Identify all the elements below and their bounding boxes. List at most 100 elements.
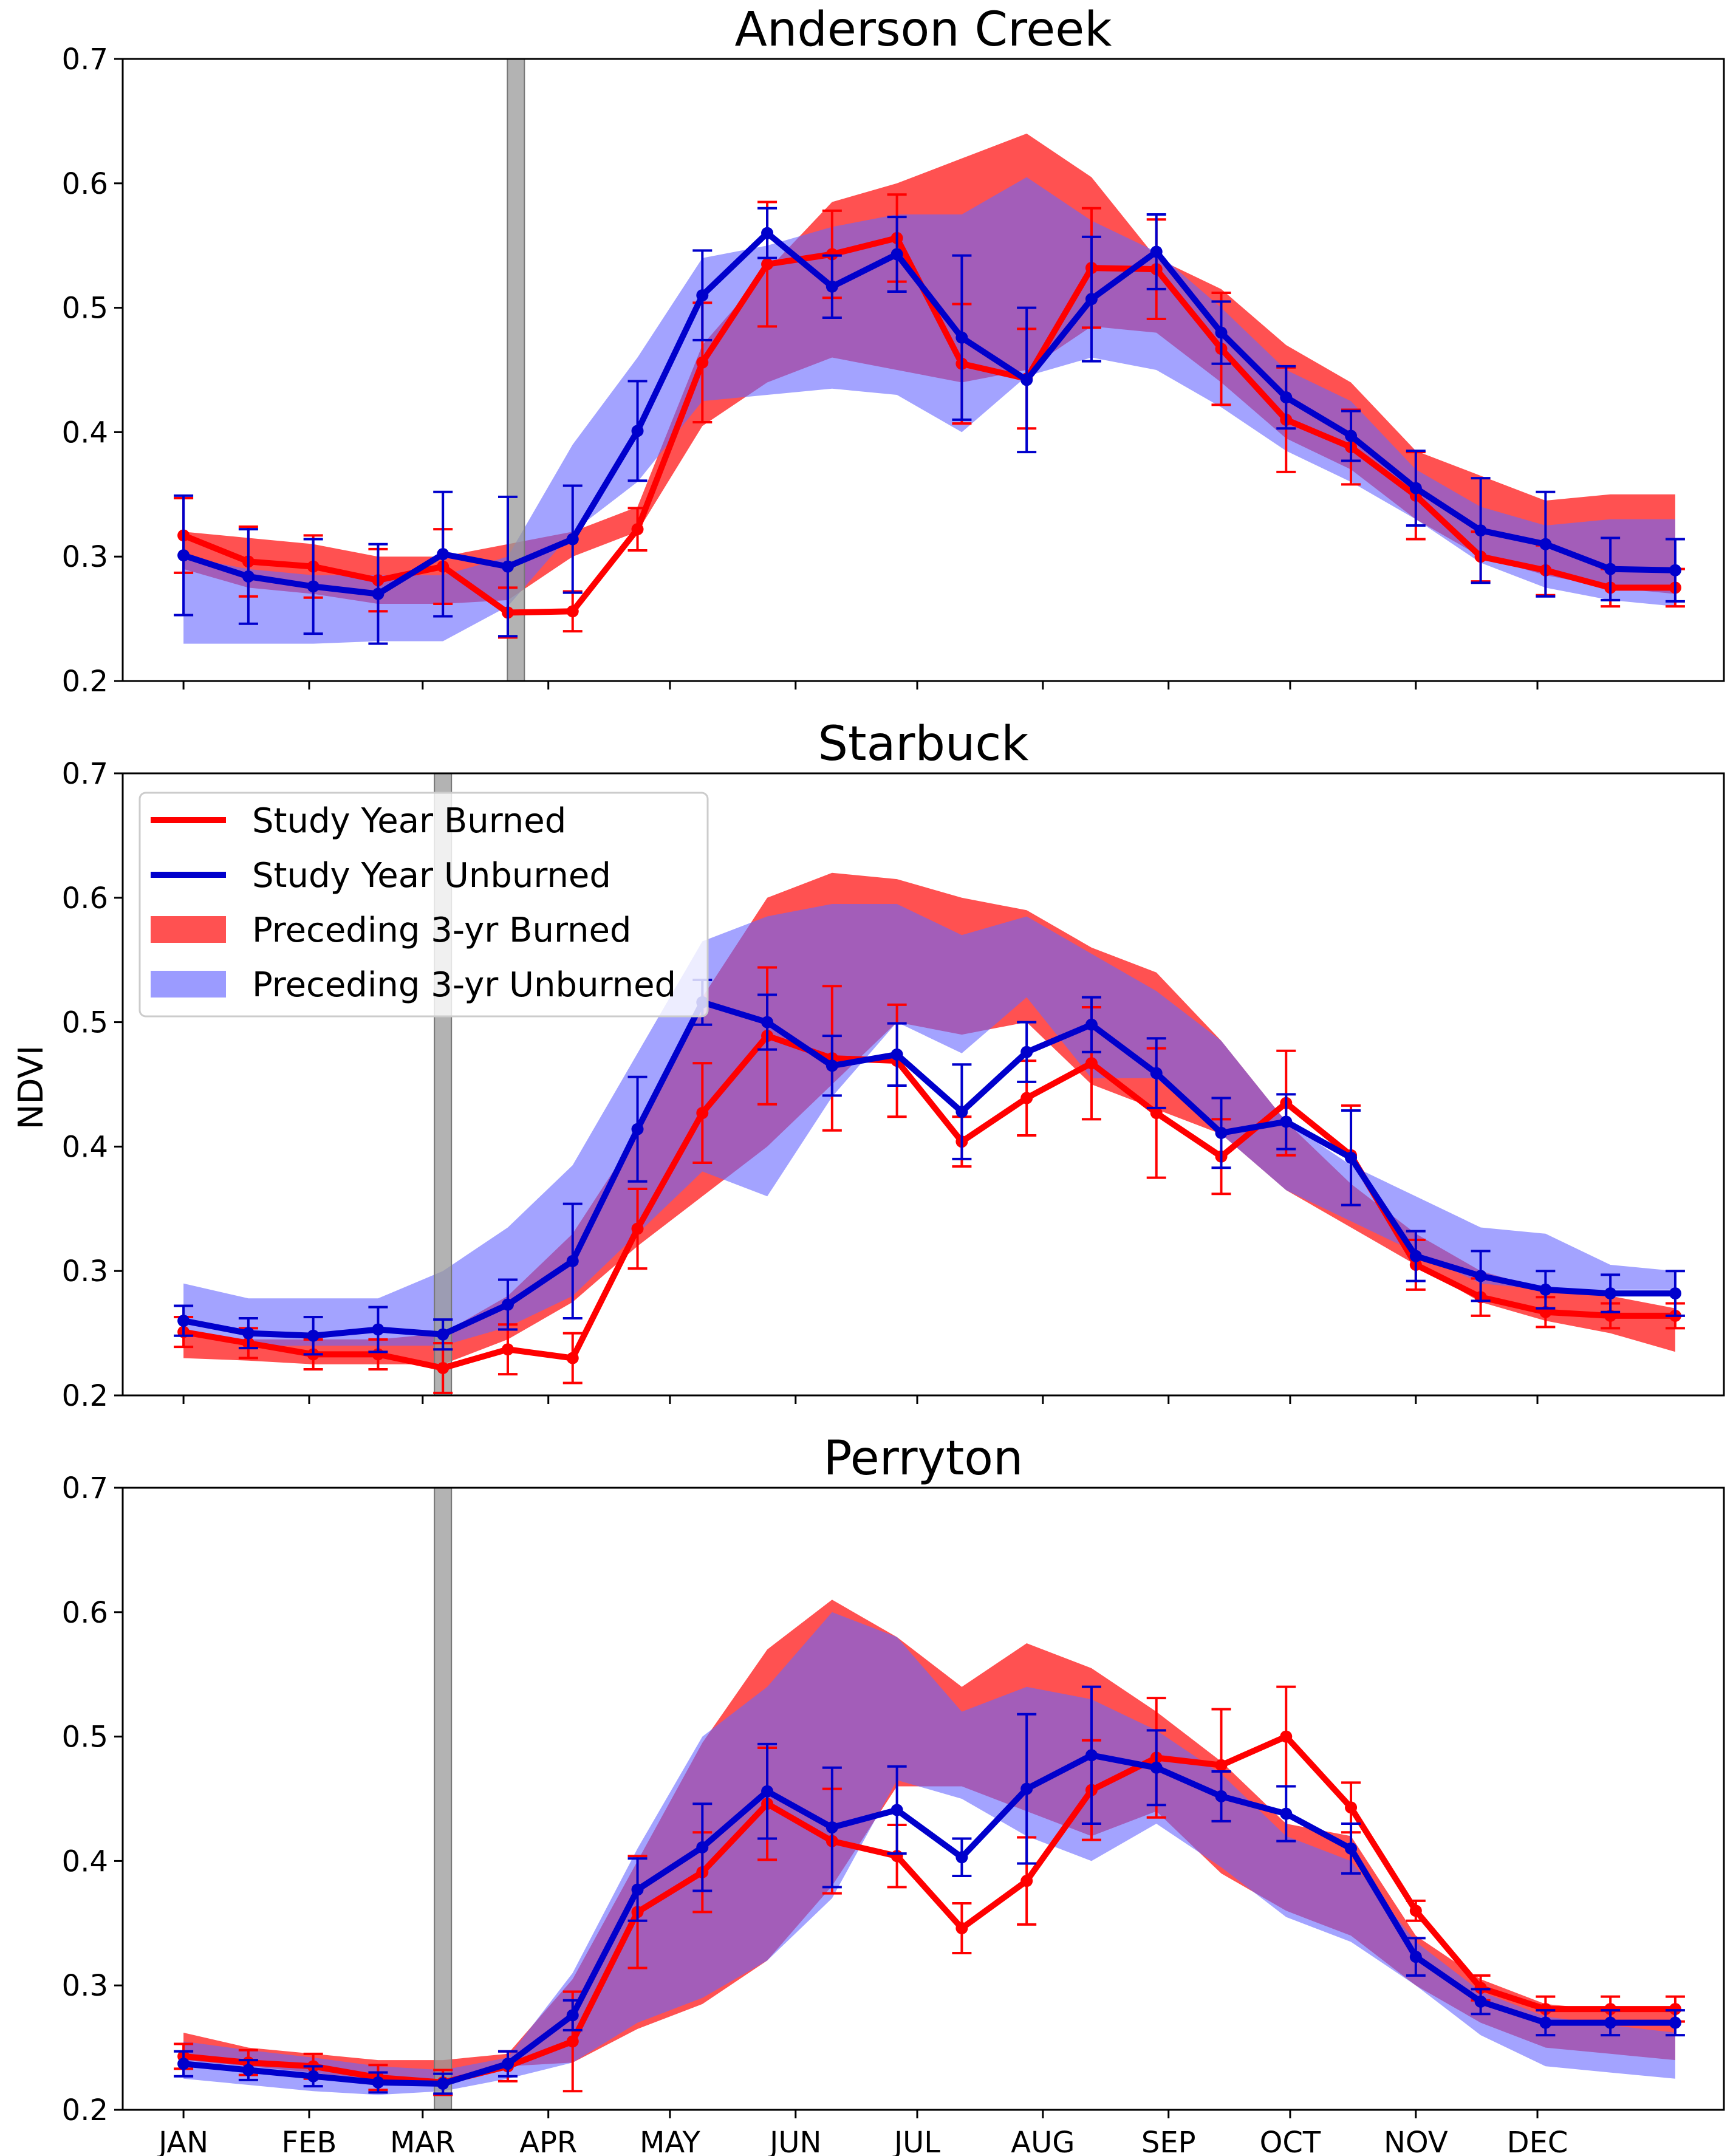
data-point [1409, 1951, 1422, 1963]
x-tick-label: JUL [892, 2126, 940, 2156]
data-point [1474, 1995, 1487, 2008]
panel-0: 0.2 0.3 0.4 0.5 0.6 0.7 Anderson Creek [62, 2, 1725, 699]
data-point [1215, 326, 1228, 339]
data-point [566, 1254, 579, 1267]
y-tick-label: 0.7 [62, 1471, 108, 1505]
data-point [1409, 1904, 1422, 1917]
data-point [1150, 1761, 1163, 1774]
data-point [566, 605, 579, 618]
data-point [955, 331, 968, 344]
data-point [307, 2070, 320, 2082]
x-tick-label: FEB [282, 2126, 337, 2156]
fire-date-bar [507, 59, 525, 681]
y-tick-label: 0.4 [62, 1130, 108, 1164]
data-point [566, 2009, 579, 2022]
data-point [437, 1328, 449, 1341]
data-point [307, 580, 320, 593]
legend-label: Preceding 3-yr Burned [252, 911, 631, 950]
data-point [1539, 2003, 1552, 2016]
data-point [1345, 1842, 1358, 1855]
panel-1: 0.2 0.3 0.4 0.5 0.6 0.7 Starbuck [62, 717, 1725, 1413]
data-point [761, 1016, 774, 1028]
data-point [437, 1361, 449, 1374]
series-line [182, 234, 1675, 616]
data-point [631, 1123, 644, 1135]
series-line [183, 999, 1675, 1339]
data-point [1409, 1250, 1422, 1262]
y-tick-label: 0.5 [62, 1006, 108, 1040]
unburned-band [183, 177, 1675, 644]
data-point [825, 248, 838, 261]
data-point [177, 1315, 190, 1327]
plot-area [174, 773, 1685, 1395]
data-point [1150, 1067, 1163, 1080]
x-tick-label: APR [519, 2126, 577, 2156]
data-point [761, 227, 774, 239]
data-point [1604, 1287, 1617, 1300]
data-point [1474, 1270, 1487, 1282]
data-point [1474, 1982, 1487, 1994]
data-point [1539, 538, 1552, 550]
legend-item: Study Year Unburned [151, 856, 611, 895]
unburned-series [174, 1685, 1685, 2095]
y-tick-label: 0.7 [62, 43, 108, 77]
data-point [1150, 1107, 1163, 1120]
y-tick-label: 0.4 [62, 416, 108, 450]
y-tick-label: 0.6 [62, 881, 108, 915]
x-tick-label: MAY [640, 2126, 701, 2156]
series-line [182, 230, 1675, 597]
legend-item: Preceding 3-yr Burned [151, 911, 631, 950]
y-tick-label: 0.2 [62, 2093, 108, 2127]
y-tick-label: 0.3 [62, 1254, 108, 1288]
legend-band-swatch [151, 971, 226, 998]
data-point [1539, 1283, 1552, 1296]
data-point [307, 1329, 320, 1342]
data-point [501, 1298, 514, 1311]
data-point [1539, 2016, 1552, 2029]
data-point [1669, 1287, 1681, 1300]
data-point [631, 1883, 644, 1896]
data-point [1020, 1875, 1033, 1887]
data-point [1604, 563, 1617, 575]
x-tick-label: DEC [1507, 2126, 1568, 2156]
data-point [437, 2077, 449, 2090]
data-point [890, 248, 903, 261]
data-point [761, 1785, 774, 1798]
x-tick-label: OCT [1260, 2126, 1321, 2156]
data-point [242, 2064, 255, 2076]
y-tick-label: 0.3 [62, 540, 108, 574]
data-point [1604, 2003, 1617, 2016]
data-point [631, 1222, 644, 1235]
x-tick-label: NOV [1384, 2126, 1448, 2156]
data-point [955, 1851, 968, 1864]
data-point [1280, 391, 1293, 404]
x-tick-label: JAN [157, 2126, 208, 2156]
plot-area [174, 59, 1685, 681]
axes-frame [121, 772, 1725, 1397]
data-point [955, 1922, 968, 1934]
panel-2: 0.2 0.3 0.4 0.5 0.6 0.7 JAN FEB MAR APR MAY JUN JUL A… [62, 1431, 1725, 2156]
axes-frame [121, 1487, 1725, 2111]
data-point [890, 1804, 903, 1816]
legend-label: Preceding 3-yr Unburned [252, 965, 676, 1005]
data-point [501, 2058, 514, 2070]
legend-label: Study Year Burned [252, 801, 566, 841]
data-point [177, 549, 190, 562]
legend-item: Preceding 3-yr Unburned [151, 965, 676, 1005]
data-point [1669, 564, 1681, 577]
data-point [566, 2035, 579, 2048]
data-point [372, 587, 385, 600]
y-tick-label: 0.5 [62, 1720, 108, 1754]
data-point [696, 1841, 709, 1853]
x-tick-label: SEP [1141, 2126, 1196, 2156]
series-line [183, 1752, 1675, 2087]
y-tick-label: 0.3 [62, 1969, 108, 2003]
y-axis-label: NDVI [12, 1045, 51, 1130]
data-point [1085, 1057, 1098, 1070]
data-point [1669, 2016, 1681, 2029]
x-tick-label: JUN [768, 2126, 821, 2156]
legend-item: Study Year Burned [151, 801, 566, 841]
data-point [1345, 429, 1358, 442]
plot-area [174, 1488, 1685, 2110]
data-point [1215, 1126, 1228, 1139]
